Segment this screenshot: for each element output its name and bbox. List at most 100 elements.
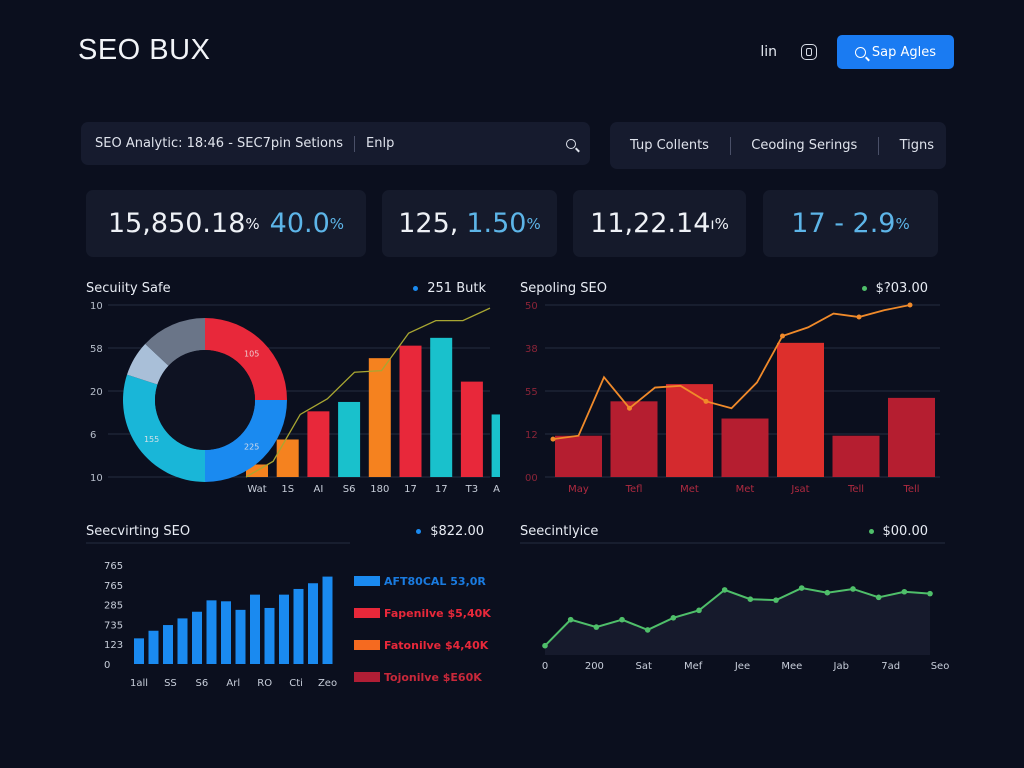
panel-meta-value: $?03.00 [875, 281, 928, 296]
y-tick-label: 00 [525, 473, 538, 484]
line-point [856, 314, 862, 320]
search-icon[interactable] [566, 138, 576, 149]
kpi-accent: 40.0 [269, 208, 330, 239]
tab-tigns[interactable]: Tigns [899, 138, 934, 153]
x-tick-label: Tell [847, 484, 864, 495]
legend-dot-icon [413, 286, 419, 291]
kpi-main: 125, [398, 208, 459, 239]
kpi-main: 15,850.18 [107, 208, 246, 239]
divider [877, 136, 879, 155]
bar [555, 435, 602, 477]
x-tick-label: Met [680, 484, 699, 495]
line-point [907, 302, 913, 308]
panel-title: Sepoling SEO [520, 281, 608, 296]
area-fill [545, 588, 930, 655]
bar [235, 609, 246, 664]
x-tick-label: 200 [585, 661, 604, 672]
primary-search-button[interactable]: Sap Agles [837, 35, 954, 69]
kpi-card-2: 125, 1.50% [382, 190, 557, 257]
bar [221, 601, 231, 664]
donut-slice [145, 318, 205, 366]
y-tick-label: 0 [104, 660, 110, 671]
bar [888, 397, 935, 477]
chart-sepoling-seo: 50 38 55 12 00 May Tefl Met Met Jsat Tell Tell [525, 301, 940, 495]
panel-meta: $822.00 [416, 524, 484, 539]
bar [368, 358, 391, 477]
panel-title: Seecintlyice [520, 524, 599, 539]
tab-ceoding-serings[interactable]: Ceoding Serings [751, 138, 858, 153]
kpi-accent: 1.50 [466, 208, 527, 239]
line-point [627, 405, 632, 411]
bar [322, 576, 333, 664]
x-tick-label: Arl [226, 678, 240, 689]
legend-swatch [354, 608, 380, 618]
x-tick-label: 180 [370, 484, 389, 495]
donut-label: 225 [244, 443, 259, 452]
x-tick-label: 0 [542, 661, 548, 672]
donut-label: 155 [144, 435, 159, 444]
chart-legend: AFT80CAL 53,0R Fapenilve $5,40K Fatonilv… [354, 565, 491, 693]
x-tick-label: Jab [833, 661, 849, 672]
x-tick-label: Jee [734, 661, 750, 672]
donut-label: 105 [244, 349, 259, 358]
x-tick-label: Aav [493, 484, 500, 495]
kpi-accent-unit: % [895, 214, 910, 233]
divider [729, 136, 731, 155]
kpi-main-unit: ı% [710, 214, 729, 233]
legend-item: AFT80CAL 53,0R [354, 565, 491, 597]
bar [276, 439, 299, 477]
x-tick-label: Mee [781, 661, 802, 672]
panel-meta-value: $822.00 [430, 524, 484, 539]
line-point [703, 398, 709, 404]
tab-top-collents[interactable]: Tup Collents [630, 138, 709, 153]
search-suffix: Enlp [366, 136, 395, 151]
bar [430, 337, 453, 477]
y-tick-label: 735 [104, 620, 123, 631]
line-point [593, 624, 600, 630]
x-tick-label: 7ad [881, 661, 900, 672]
bar [250, 594, 260, 664]
bar [279, 594, 289, 664]
donut-slice [122, 374, 205, 482]
kpi-main-unit: % [245, 214, 260, 233]
x-tick-label: S6 [195, 678, 208, 689]
line-point [875, 594, 882, 601]
kpi-main: 11,22.14 [590, 208, 711, 239]
y-tick-label: 50 [525, 301, 538, 312]
kpi-card-4: 17 - 2.9% [763, 190, 938, 257]
donut-hole [155, 350, 255, 450]
kpi-accent-unit: % [526, 214, 541, 233]
divider [354, 135, 355, 152]
legend-item: Tojonilve $E60K [354, 661, 491, 693]
donut-slice [205, 318, 287, 400]
panel-title: Secuiity Safe [86, 281, 171, 296]
y-tick-label: 38 [525, 344, 538, 355]
chart-seecintlyice: 0 200 Sat Mef Jee Mee Jab 7ad Seo [520, 542, 949, 672]
line-point [901, 588, 908, 595]
chart-seecvirting-seo: 765 765 285 735 123 0 1all SS S6 Arl RO Cti Zeo [86, 542, 350, 689]
legend-dot-icon [868, 529, 874, 534]
legend-label: Tojonilve $E60K [384, 670, 482, 684]
x-tick-label: 17 [435, 484, 448, 495]
legend-swatch [354, 576, 380, 586]
x-tick-label: Tefl [625, 484, 643, 495]
line-point [773, 597, 779, 603]
line-point [747, 596, 754, 602]
header-link[interactable]: lin [760, 44, 777, 60]
line-point [542, 642, 548, 649]
info-icon[interactable] [801, 44, 817, 60]
bar [666, 384, 713, 477]
x-tick-label: Wat [247, 484, 266, 495]
search-input[interactable]: SEO Analytic: 18:46 - SEC7pin Setions En… [81, 122, 590, 165]
bar [264, 607, 275, 664]
y-tick-label: 765 [104, 561, 123, 572]
app-logo: SEO BUX [78, 34, 211, 66]
primary-button-label: Sap Agles [871, 44, 937, 60]
legend-item: Fatonilve $4,40K [354, 629, 491, 661]
legend-swatch [354, 672, 380, 682]
bar [148, 630, 159, 664]
bar [206, 600, 217, 664]
kpi-card-3: 11,22.14 ı% [573, 190, 746, 257]
line-point [721, 587, 728, 593]
bar [177, 618, 188, 664]
